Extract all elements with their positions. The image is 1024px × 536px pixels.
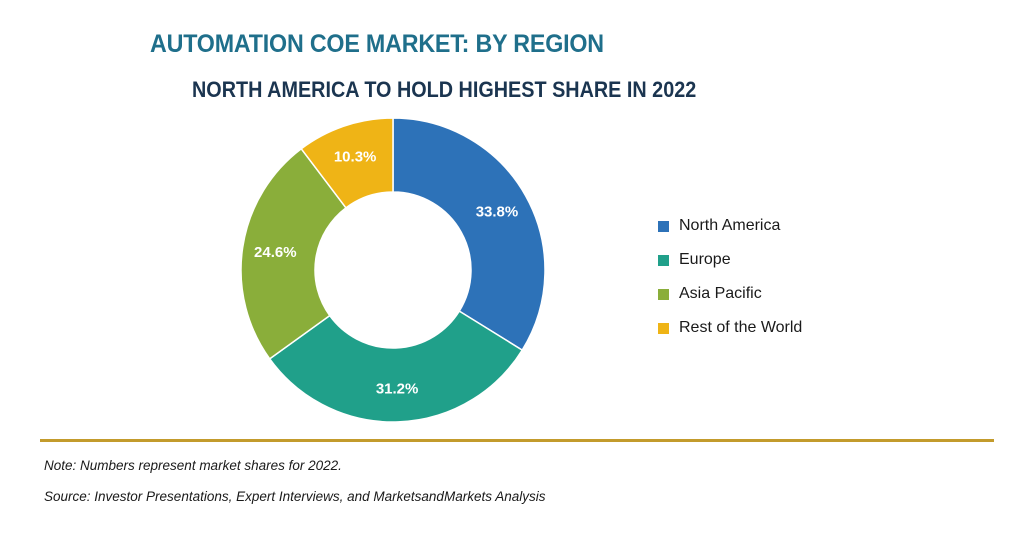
legend-swatch-north-america bbox=[658, 220, 669, 232]
legend-swatch-rest-of-the-world bbox=[658, 322, 669, 334]
data-label-asia-pacific: 24.6% bbox=[254, 244, 297, 261]
legend-swatch-asia-pacific bbox=[658, 288, 669, 300]
data-label-rest-of-the-world: 10.3% bbox=[334, 149, 377, 166]
legend-label-asia-pacific: Asia Pacific bbox=[679, 285, 762, 302]
chart-subtitle: NORTH AMERICA TO HOLD HIGHEST SHARE IN 2… bbox=[192, 77, 697, 102]
donut-chart: 33.8% 31.2% 24.6% 10.3% bbox=[240, 117, 546, 423]
slice-asia-pacific bbox=[240, 147, 347, 360]
chart-title: AUTOMATION COE MARKET: BY REGION bbox=[150, 30, 604, 58]
chart-legend: North America Europe Asia Pacific Rest o… bbox=[658, 209, 802, 345]
data-label-europe: 31.2% bbox=[376, 380, 419, 397]
legend-item-asia-pacific: Asia Pacific bbox=[658, 277, 802, 311]
legend-swatch-europe bbox=[658, 254, 669, 266]
slice-rest-of-the-world bbox=[300, 117, 394, 209]
legend-item-rest-of-the-world: Rest of the World bbox=[658, 311, 802, 345]
data-label-north-america: 33.8% bbox=[476, 204, 519, 221]
source-note: Source: Investor Presentations, Expert I… bbox=[44, 489, 546, 504]
slice-europe bbox=[268, 310, 524, 423]
legend-item-europe: Europe bbox=[658, 243, 802, 277]
legend-label-rest-of-the-world: Rest of the World bbox=[679, 319, 803, 336]
footer-divider bbox=[40, 439, 994, 442]
slice-north-america bbox=[392, 117, 546, 352]
legend-label-north-america: North America bbox=[679, 217, 781, 234]
footnote: Note: Numbers represent market shares fo… bbox=[44, 458, 342, 473]
legend-item-north-america: North America bbox=[658, 209, 802, 243]
legend-label-europe: Europe bbox=[679, 251, 731, 268]
